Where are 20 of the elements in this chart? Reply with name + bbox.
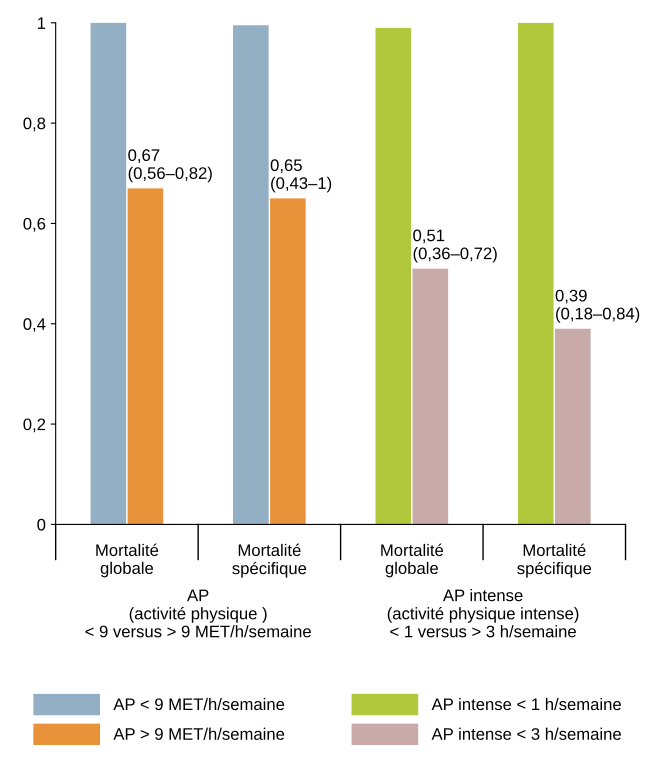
data-label: 0,51 (0,36–0,72): [413, 230, 497, 263]
legend-label: AP intense < 3 h/semaine: [432, 728, 621, 740]
y-tick-label: 1: [38, 17, 46, 29]
text: AP (activité physique ) < 9 versus > 9 MET/h/semaine: [85, 590, 311, 638]
legend-label: AP intense < 1 h/semaine: [432, 698, 621, 710]
y-tick-label: 0,4: [23, 318, 46, 332]
x-tick-label: Mortalité spécifique: [517, 544, 592, 578]
x-tick-label: Mortalité globale: [96, 544, 158, 578]
legend-label: AP > 9 MET/h/semaine: [113, 728, 284, 740]
x-tick-label: Mortalité globale: [381, 544, 444, 578]
y-tick-label: 0,2: [23, 418, 46, 432]
y-tick-label: 0: [37, 518, 46, 531]
y-tick-label: 0,6: [23, 218, 46, 232]
y-tick-label: 0,8: [23, 118, 46, 132]
data-label: 0,65 (0,43–1): [270, 159, 332, 192]
legend-label: AP < 9 MET/h/semaine: [113, 698, 284, 710]
data-label: 0,67 (0,56–0,82): [128, 149, 212, 182]
data-label: 0,39 (0,18–0,84): [556, 290, 640, 323]
x-tick-label: Mortalité spécifique: [232, 544, 306, 578]
text: AP intense (activité physique intense) < 1 versus > 3 h/semaine: [388, 589, 578, 638]
